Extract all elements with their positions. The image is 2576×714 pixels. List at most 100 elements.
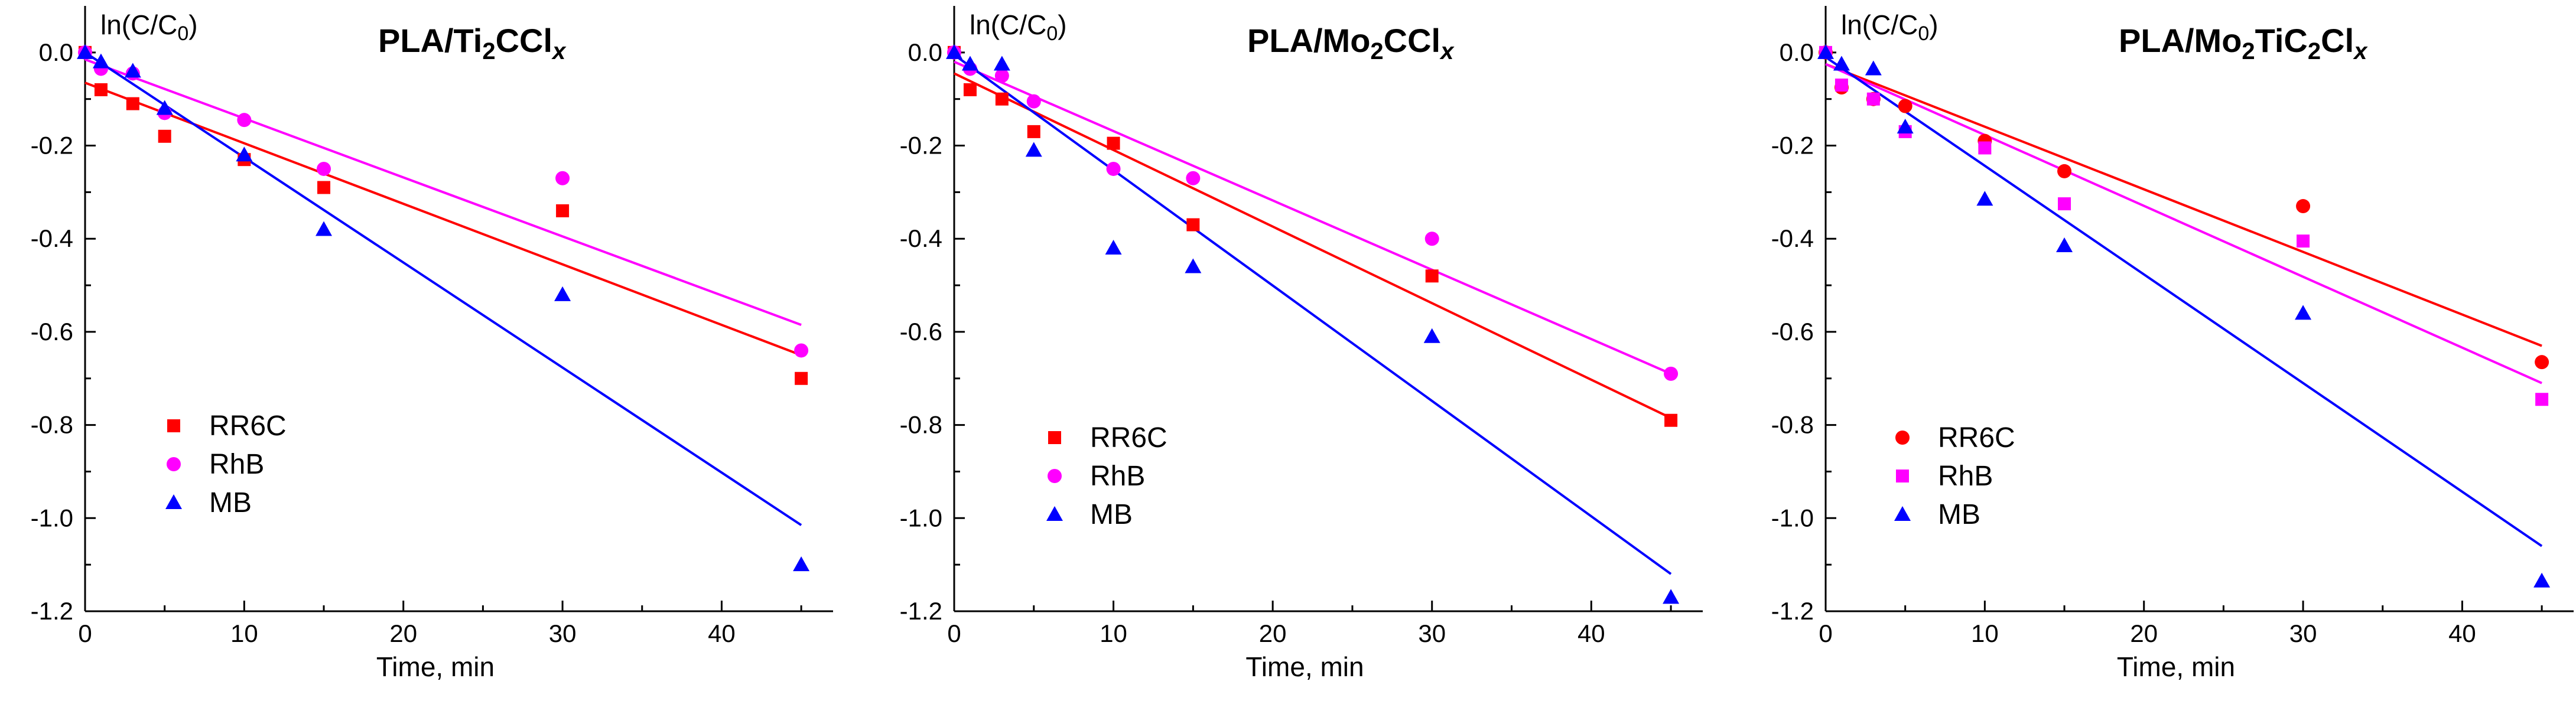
data-point-rr6c: [317, 181, 331, 194]
legend-marker-mb: [1046, 506, 1063, 521]
x-tick-label: 0: [947, 620, 961, 647]
x-tick-label: 10: [1100, 620, 1127, 647]
chart-panel-2: 0.0 -0.2 -0.4 -0.6 -0.8 -1.0 -1.20 10 20 30 40 Time…: [900, 6, 1703, 682]
y-tick-label: -0.6: [31, 318, 73, 345]
x-tick-label: 20: [389, 620, 417, 647]
data-point-rhb: [794, 343, 809, 358]
x-tick-label: 10: [230, 620, 258, 647]
y-tick-label: -0.8: [31, 411, 73, 439]
y-tick-label: -1.2: [900, 597, 942, 625]
data-point-rr6c: [2535, 355, 2549, 370]
data-point-mb: [2533, 572, 2551, 588]
data-point-mb: [156, 100, 173, 115]
data-point-mb: [961, 56, 978, 71]
y-axis-label: ln(C/C0): [970, 9, 1067, 45]
x-tick-label: 40: [1578, 620, 1605, 647]
x-axis-label: Time, min: [2117, 651, 2235, 682]
data-point-rr6c: [126, 97, 139, 110]
y-tick-label: -0.8: [1771, 411, 1814, 439]
data-point-rr6c: [963, 83, 977, 96]
x-tick-label: 0: [78, 620, 92, 647]
fit-line-rr6c: [84, 81, 802, 357]
data-point-rr6c: [1425, 269, 1439, 283]
legend-label-mb: MB: [1938, 499, 1980, 530]
data-point-rr6c: [1898, 99, 1913, 113]
chart-panel-1: 0.0 -0.2 -0.4 -0.6 -0.8 -1.0 -1.20 10 20 30 40 Time…: [31, 6, 833, 682]
data-point-rhb: [555, 171, 570, 185]
legend-label-rhb: RhB: [1090, 461, 1145, 492]
legend-marker-rr6c: [1048, 431, 1061, 444]
data-point-mb: [793, 556, 810, 572]
data-point-mb: [1976, 191, 1993, 206]
y-tick-label: -1.0: [1771, 504, 1814, 532]
legend-marker-rhb: [167, 457, 181, 471]
y-tick-label: -0.4: [1771, 224, 1814, 252]
legend-marker-rr6c: [167, 419, 180, 432]
fit-line-mb: [953, 54, 1672, 575]
y-axis-label: ln(C/C0): [100, 9, 198, 45]
data-point-mb: [1897, 119, 1914, 133]
data-point-mb: [1185, 258, 1202, 273]
y-tick-label: -1.2: [31, 597, 73, 625]
data-point-mb: [1423, 328, 1440, 343]
x-axis-label: Time, min: [1245, 651, 1364, 682]
fit-line-mb: [84, 51, 802, 526]
y-tick-label: -0.8: [900, 411, 942, 439]
chart-title: PLA/Mo2TiC2Clx: [2119, 22, 2368, 64]
data-point-mb: [2295, 305, 2312, 320]
data-point-mb: [2056, 237, 2073, 253]
data-point-mb: [124, 63, 141, 78]
y-tick-label: -0.2: [1771, 132, 1814, 159]
data-point-rhb: [2535, 393, 2549, 406]
y-tick-label: -1.0: [31, 504, 73, 532]
data-point-rr6c: [1186, 218, 1200, 232]
chart-panel-3: 0.0 -0.2 -0.4 -0.6 -0.8 -1.0 -1.20 10 20 30 40 Time…: [1771, 6, 2574, 682]
data-point-rhb: [1866, 92, 1880, 106]
x-tick-label: 20: [1259, 620, 1287, 647]
fit-line-mb: [1824, 56, 2543, 547]
data-point-mb: [993, 56, 1010, 71]
data-point-rhb: [2297, 234, 2310, 248]
x-tick-label: 40: [2448, 620, 2476, 647]
fit-line-rhb: [84, 58, 802, 326]
data-point-rhb: [1026, 94, 1041, 109]
y-tick-label: 0.0: [39, 38, 73, 66]
legend-label-mb: MB: [1090, 499, 1133, 530]
data-point-mb: [236, 146, 253, 162]
data-point-rhb: [1186, 171, 1201, 185]
legend-marker-rr6c: [1895, 431, 1910, 445]
y-tick-label: 0.0: [1780, 38, 1814, 66]
chart-title: PLA/Ti2CClx: [378, 22, 567, 64]
legend-label-rr6c: RR6C: [1938, 422, 2015, 454]
data-point-rhb: [1978, 141, 1992, 155]
legend-label-rr6c: RR6C: [209, 410, 287, 442]
data-point-mb: [554, 286, 571, 301]
data-point-rr6c: [795, 371, 808, 385]
data-point-rhb: [1835, 79, 1848, 92]
x-axis-label: Time, min: [376, 651, 495, 682]
x-tick-label: 40: [708, 620, 736, 647]
legend-marker-mb: [165, 494, 182, 509]
x-tick-label: 0: [1819, 620, 1832, 647]
legend-label-mb: MB: [209, 487, 252, 519]
x-tick-label: 30: [1418, 620, 1446, 647]
legend-label-rhb: RhB: [209, 449, 264, 480]
data-point-rhb: [1106, 161, 1121, 176]
y-tick-label: -0.2: [900, 132, 942, 159]
data-point-rr6c: [995, 92, 1009, 106]
data-point-rhb: [237, 113, 252, 128]
data-point-mb: [1833, 56, 1850, 71]
data-point-rr6c: [1027, 125, 1040, 138]
data-point-mb: [77, 44, 93, 59]
y-tick-label: -0.6: [1771, 318, 1814, 345]
x-tick-label: 20: [2130, 620, 2158, 647]
data-point-rhb: [317, 161, 331, 176]
data-point-rhb: [1664, 366, 1679, 381]
data-point-mb: [946, 44, 962, 59]
chart-title: PLA/Mo2CClx: [1247, 22, 1455, 64]
data-point-rhb: [1424, 232, 1439, 246]
data-point-rr6c: [94, 83, 108, 96]
data-point-mb: [1817, 44, 1834, 59]
